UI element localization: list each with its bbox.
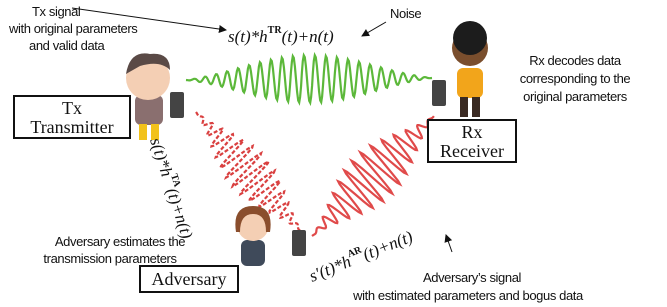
label: Rx decodes data [529,53,622,68]
signal-waves [186,55,434,236]
label: Adversary’s signal [423,270,522,285]
node-label: Rx [461,122,482,142]
node-label: Transmitter [30,117,113,137]
node-label: Tx [62,98,82,118]
label: corresponding to the [520,71,631,86]
label: and valid data [29,38,106,53]
label: with original parameters [8,21,138,36]
diagram: Tx signal with original parameters and v… [0,0,667,307]
adversary-person [235,206,270,266]
arrow [362,22,386,36]
node-label: Adversary [152,269,227,289]
label: Adversary estimates the [55,234,185,249]
wave [186,55,432,102]
label: Noise [390,6,421,21]
formula: s′(t)*hAR(t)+n(t) [306,225,416,286]
label: transmission parameters [43,251,177,266]
rx-person [452,21,488,117]
rx-phone [432,80,446,106]
label: Tx signal [32,4,81,19]
formula: s(t)*hTR(t)+n(t) [228,25,334,46]
label: with estimated parameters and bogus data [352,288,584,303]
adversary-phone [292,230,306,256]
formula: s(t)*hTA(t)+n(t) [146,135,198,242]
node-label: Receiver [440,141,504,161]
wave [312,116,434,236]
tx-person [126,53,170,140]
tx-phone [170,92,184,118]
label: original parameters [523,89,628,104]
arrow [446,235,452,252]
